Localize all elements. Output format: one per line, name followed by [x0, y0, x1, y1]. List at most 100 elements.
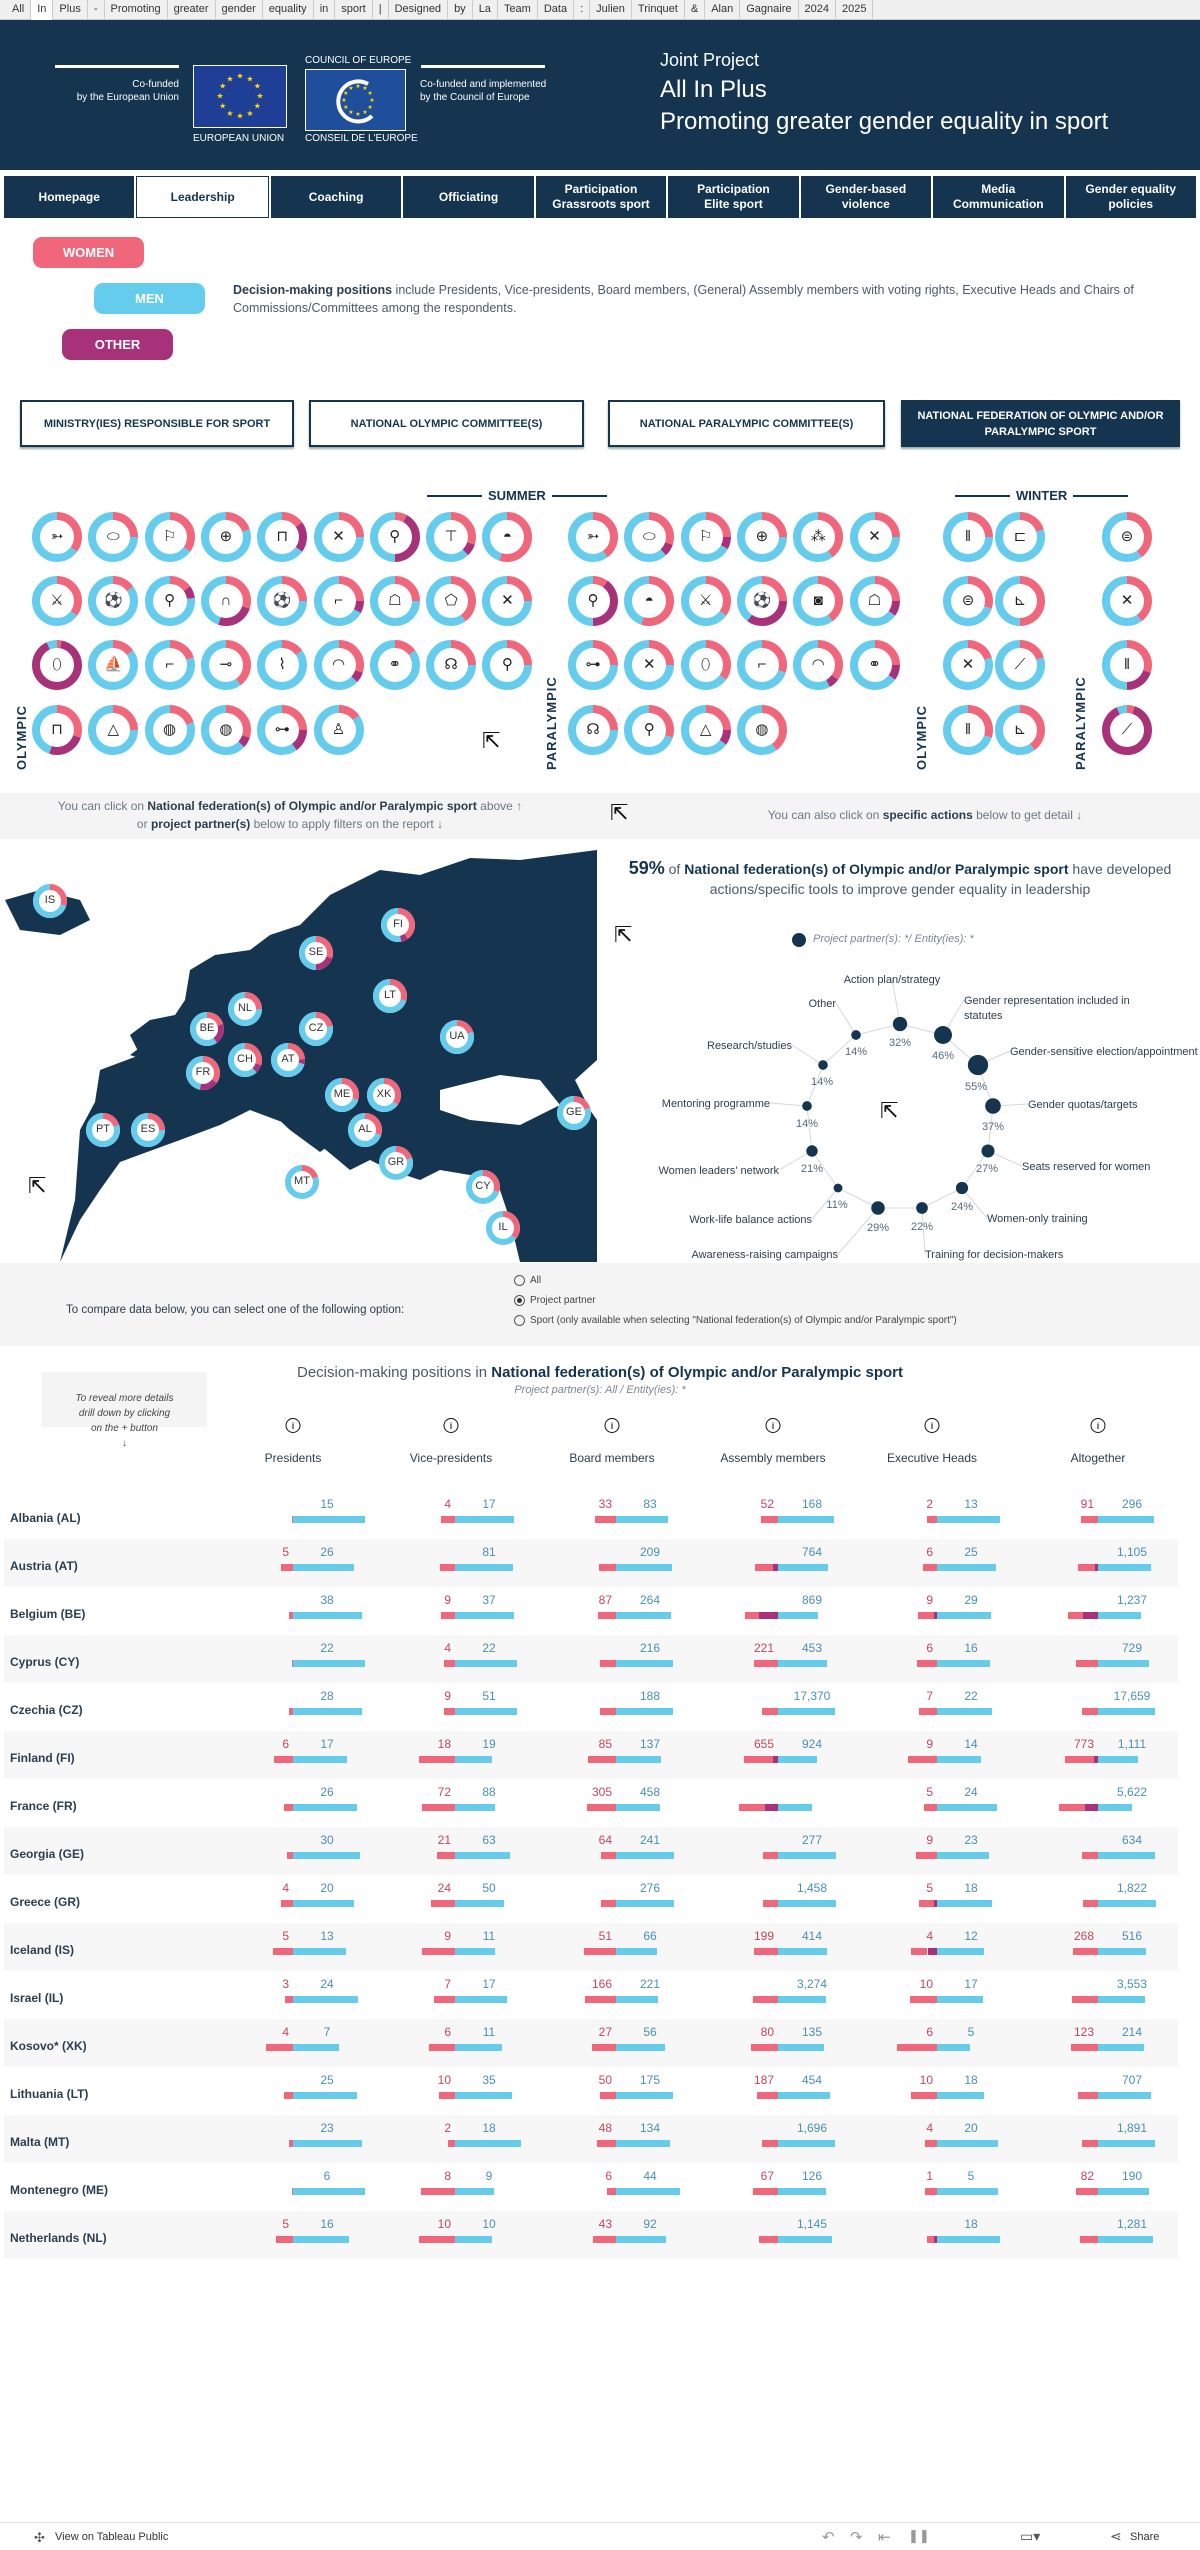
country-badge[interactable] — [282, 1162, 322, 1202]
sport-donut[interactable] — [846, 572, 904, 630]
women-bar[interactable] — [1073, 1948, 1098, 1955]
women-bar[interactable] — [1059, 1804, 1085, 1811]
men-bar[interactable] — [293, 1564, 355, 1571]
women-bar[interactable] — [420, 2188, 455, 2195]
sport-donut[interactable] — [991, 701, 1049, 759]
men-bar[interactable] — [778, 1900, 837, 1907]
men-bar[interactable] — [1098, 1612, 1142, 1619]
action-dot[interactable] — [981, 1144, 995, 1158]
country-badge[interactable] — [463, 1167, 503, 1207]
sport-donut[interactable] — [197, 572, 255, 630]
entity-button[interactable]: NATIONAL OLYMPIC COMMITTEE(S) — [309, 400, 584, 447]
sport-donut[interactable] — [422, 636, 480, 694]
sport-donut[interactable] — [310, 701, 368, 759]
sport-donut[interactable] — [620, 572, 678, 630]
women-bar[interactable] — [744, 1756, 773, 1763]
sport-donut[interactable] — [28, 572, 86, 630]
action-label[interactable]: Seats reserved for women — [1022, 1161, 1151, 1173]
sport-donut[interactable] — [310, 572, 368, 630]
sport-donut[interactable] — [310, 508, 368, 566]
men-bar[interactable] — [616, 2140, 670, 2147]
men-bar[interactable] — [293, 1660, 366, 1667]
sport-donut[interactable] — [939, 701, 997, 759]
men-bar[interactable] — [937, 1948, 985, 1955]
other-bar[interactable] — [934, 2236, 937, 2243]
country-badge[interactable] — [345, 1110, 385, 1150]
story-point-tab[interactable]: In — [31, 0, 54, 20]
info-icon[interactable]: i — [285, 1418, 301, 1433]
men-bar[interactable] — [778, 1756, 818, 1763]
men-bar[interactable] — [778, 2236, 833, 2243]
action-dot[interactable] — [934, 1026, 952, 1044]
men-bar[interactable] — [616, 1900, 674, 1907]
men-bar[interactable] — [616, 1948, 658, 1955]
sport-donut[interactable] — [677, 508, 735, 566]
entity-button[interactable]: MINISTRY(IES) RESPONSIBLE FOR SPORT — [20, 400, 294, 447]
men-bar[interactable] — [616, 1804, 660, 1811]
country-badge[interactable] — [296, 933, 336, 973]
entity-button[interactable]: NATIONAL FEDERATION OF OLYMPIC AND/OR PA… — [901, 400, 1180, 447]
men-bar[interactable] — [778, 1612, 819, 1619]
men-bar[interactable] — [455, 1852, 510, 1859]
women-bar[interactable] — [760, 1516, 778, 1523]
men-bar[interactable] — [1098, 2140, 1155, 2147]
men-bar[interactable] — [455, 1804, 496, 1811]
women-bar[interactable] — [273, 1756, 293, 1763]
men-bar[interactable] — [455, 1564, 514, 1571]
women-bar[interactable] — [763, 1900, 778, 1907]
country-badge[interactable] — [322, 1075, 362, 1115]
women-bar[interactable] — [584, 1948, 616, 1955]
women-bar[interactable] — [763, 1852, 778, 1859]
sport-donut[interactable] — [84, 508, 142, 566]
story-point-tab[interactable]: Designed — [389, 0, 449, 20]
info-icon[interactable]: i — [1090, 1418, 1106, 1433]
view-on-tableau-link[interactable]: View on Tableau Public — [55, 2531, 169, 2543]
country-badge[interactable] — [364, 1075, 404, 1115]
country-badge[interactable] — [83, 1110, 123, 1150]
table-row[interactable]: Netherlands (NL) 5 16 10 10 43 92 1,145 18 1,281 — [4, 2211, 1178, 2259]
men-bar[interactable] — [616, 1852, 674, 1859]
action-dot[interactable] — [851, 1030, 861, 1040]
table-row[interactable]: Albania (AL) 15 4 17 33 83 52 168 2 13 91 296 — [4, 1491, 1178, 1539]
sport-donut[interactable] — [1098, 701, 1156, 759]
revert-icon[interactable]: ⇤ — [878, 2529, 891, 2546]
sport-donut[interactable] — [422, 508, 480, 566]
country-badge[interactable] — [437, 1017, 477, 1057]
sport-donut[interactable] — [564, 701, 622, 759]
men-bar[interactable] — [937, 2236, 1000, 2243]
men-bar[interactable] — [778, 1852, 837, 1859]
country-badge[interactable] — [183, 1053, 223, 1093]
women-bar[interactable] — [292, 2188, 293, 2195]
men-bar[interactable] — [293, 2236, 349, 2243]
story-point-tab[interactable]: | — [373, 0, 389, 20]
sport-donut[interactable] — [677, 636, 735, 694]
story-point-tab[interactable]: & — [685, 0, 706, 20]
country-badge[interactable] — [30, 881, 70, 921]
women-bar[interactable] — [755, 1564, 773, 1571]
compare-option[interactable]: Sport (only available when selecting "Na… — [514, 1315, 957, 1326]
sport-donut[interactable] — [1098, 508, 1156, 566]
men-bar[interactable] — [1098, 1708, 1155, 1715]
men-bar[interactable] — [1098, 1516, 1154, 1523]
device-preview-icon[interactable]: ▭▾ — [1020, 2528, 1041, 2544]
women-bar[interactable] — [1065, 1756, 1094, 1763]
nav-tab[interactable]: Gender-based violence — [800, 176, 932, 218]
action-label[interactable]: Work-life balance actions — [689, 1214, 812, 1226]
women-bar[interactable] — [275, 2236, 293, 2243]
sport-donut[interactable] — [253, 572, 311, 630]
women-bar[interactable] — [1083, 1900, 1098, 1907]
sport-donut[interactable] — [789, 508, 847, 566]
men-bar[interactable] — [937, 1708, 993, 1715]
women-bar[interactable] — [592, 2236, 616, 2243]
women-bar[interactable] — [443, 1660, 455, 1667]
sport-donut[interactable] — [310, 636, 368, 694]
story-point-tab[interactable]: - — [88, 0, 105, 20]
men-bar[interactable] — [616, 2188, 681, 2195]
table-row[interactable]: Georgia (GE) 30 21 63 64 241 277 9 23 634 — [4, 1827, 1178, 1875]
sport-donut[interactable] — [141, 572, 199, 630]
sport-donut[interactable] — [1098, 636, 1156, 694]
women-bar[interactable] — [739, 1804, 765, 1811]
men-bar[interactable] — [937, 1900, 993, 1907]
sport-donut[interactable] — [478, 636, 536, 694]
men-bar[interactable] — [455, 1516, 515, 1523]
